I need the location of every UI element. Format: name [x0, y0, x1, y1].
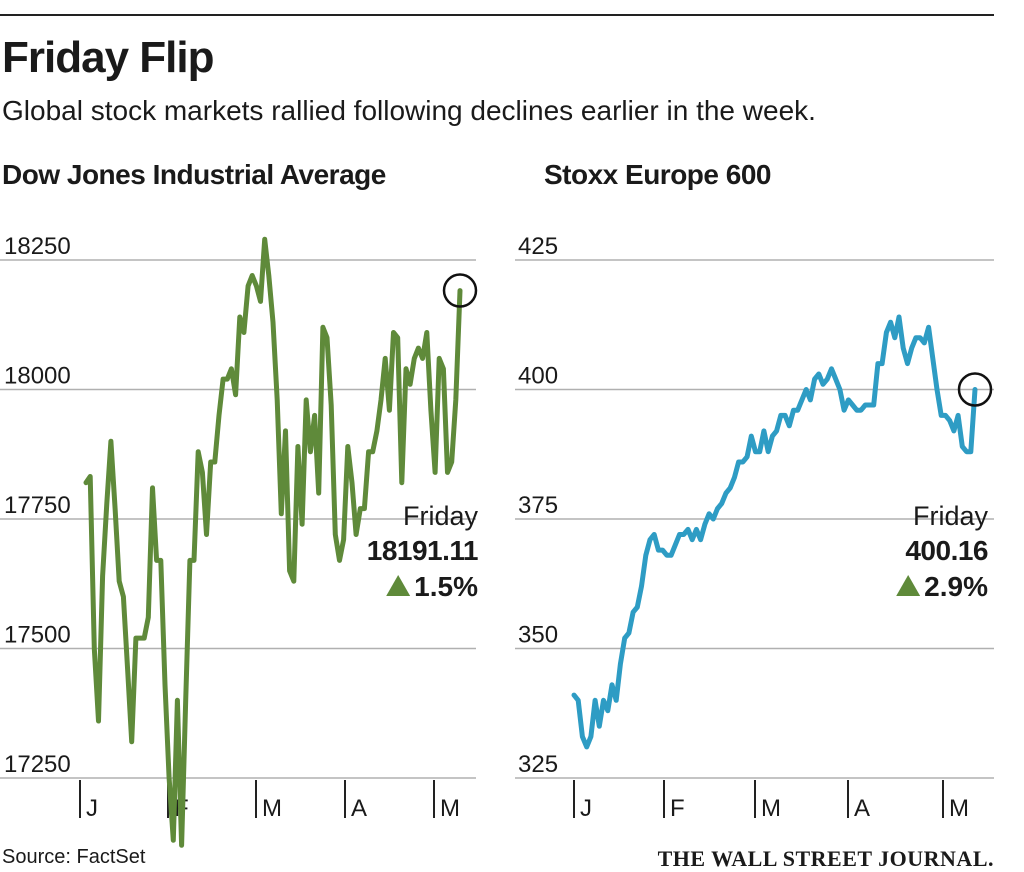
dow-y-tick-label: 17500 — [4, 622, 71, 649]
stoxx-annotation-label: Friday — [913, 501, 989, 531]
stoxx-y-tick-label: 325 — [518, 751, 558, 778]
dow-annotation-label: Friday — [403, 501, 479, 531]
top-rule — [0, 14, 994, 16]
stoxx-annotation-value: 400.16 — [905, 535, 988, 566]
stoxx-friday-marker — [957, 372, 993, 407]
dow-y-tick-label: 17250 — [4, 751, 71, 778]
dow-chart-title: Dow Jones Industrial Average — [2, 159, 386, 190]
dow-y-tick-label: 18250 — [4, 233, 71, 260]
dow-friday-marker — [442, 273, 478, 308]
dow-y-tick-label: 18000 — [4, 363, 71, 390]
stoxx-x-tick-label: A — [854, 795, 870, 822]
stoxx-x-tick-label: J — [580, 795, 592, 822]
dow-x-tick-label: M — [262, 795, 282, 822]
stoxx-x-tick-label: F — [670, 795, 685, 822]
dow-up-triangle-icon — [386, 575, 411, 596]
page-title: Friday Flip — [2, 33, 214, 82]
dow-x-tick-label: M — [440, 795, 460, 822]
dow-annotation-value: 18191.11 — [367, 535, 478, 566]
source-note: Source: FactSet — [2, 846, 146, 868]
stoxx-series-line — [571, 314, 978, 750]
stoxx-chart-title: Stoxx Europe 600 — [544, 159, 771, 190]
stoxx-annotation-change: 2.9% — [924, 571, 988, 602]
stoxx-x-tick-label: M — [949, 795, 969, 822]
dow-x-tick-label: J — [86, 795, 98, 822]
stoxx-y-tick-label: 375 — [518, 492, 558, 519]
stoxx-y-tick-label: 425 — [518, 233, 558, 260]
page-subtitle: Global stock markets rallied following d… — [2, 95, 816, 126]
stoxx-y-tick-label: 350 — [518, 622, 558, 649]
dow-annotation-change: 1.5% — [414, 571, 478, 602]
dow-y-tick-label: 17750 — [4, 492, 71, 519]
dow-x-tick-label: A — [351, 795, 367, 822]
wsj-logo: THE WALL STREET JOURNAL. — [657, 846, 994, 871]
stoxx-up-triangle-icon — [896, 575, 921, 596]
dow-series-line — [83, 236, 463, 848]
stoxx-x-tick-label: M — [761, 795, 781, 822]
stoxx-y-tick-label: 400 — [518, 363, 558, 390]
